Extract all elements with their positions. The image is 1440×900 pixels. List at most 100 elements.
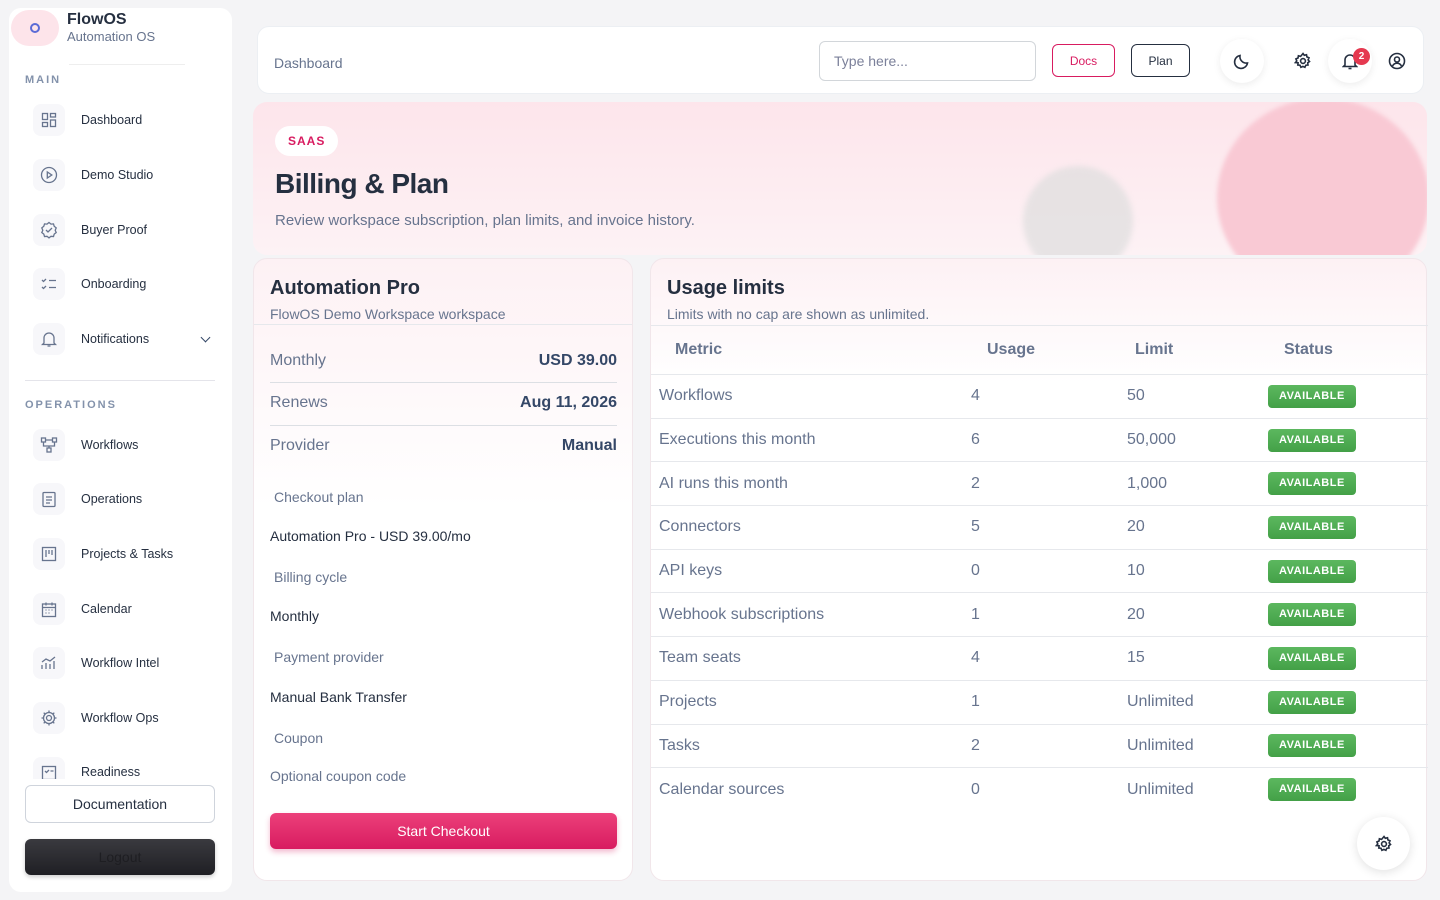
card-divider [254, 324, 632, 325]
usage-cell: 6 [963, 418, 1119, 463]
brand[interactable]: FlowOS Automation OS [9, 8, 232, 48]
settings-button[interactable] [1281, 39, 1325, 83]
table-header-row: Metric Usage Limit Status [651, 325, 1428, 375]
sidebar-divider [25, 380, 215, 381]
billing-cycle-select[interactable]: Monthly [270, 608, 320, 624]
sidebar-item-workflows[interactable]: Workflows [25, 425, 217, 465]
sidebar-item-label: Onboarding [81, 277, 147, 291]
metric-cell: Tasks [651, 724, 963, 769]
column-header-metric: Metric [651, 325, 963, 375]
limit-cell: 50 [1119, 374, 1260, 419]
metric-cell: Workflows [651, 374, 963, 419]
sidebar-item-workflow-intel[interactable]: Workflow Intel [25, 643, 217, 683]
table-row: Calendar sources 0 Unlimited AVAILABLE [651, 768, 1428, 812]
payment-provider-label: Payment provider [274, 649, 384, 665]
plan-row-renews: Renews Aug 11, 2026 [270, 382, 617, 424]
dark-mode-toggle[interactable] [1220, 39, 1264, 83]
workflow-icon [33, 429, 65, 461]
sidebar-item-readiness[interactable]: Readiness [25, 753, 217, 779]
status-badge: AVAILABLE [1268, 472, 1356, 496]
checkout-plan-label: Checkout plan [274, 489, 364, 505]
plan-row-label: Monthly [270, 352, 327, 369]
decorative-blob [1023, 166, 1133, 255]
notifications-button[interactable]: 2 [1328, 39, 1372, 83]
search-input[interactable] [819, 41, 1036, 81]
row-divider [270, 382, 617, 383]
metric-cell: Connectors [651, 505, 963, 550]
brand-logo-icon [11, 10, 59, 46]
logout-button[interactable]: Logout [25, 839, 215, 875]
chevron-down-icon[interactable] [200, 332, 211, 342]
plan-button[interactable]: Plan [1131, 44, 1190, 77]
plan-row-label: Provider [270, 437, 330, 454]
limit-cell: 1,000 [1119, 461, 1260, 507]
usage-table: Metric Usage Limit Status Workflows 4 50… [651, 325, 1428, 811]
plan-title: Automation Pro [270, 277, 420, 299]
limit-cell: 10 [1119, 549, 1260, 594]
status-badge: AVAILABLE [1268, 428, 1356, 452]
page-subtitle: Review workspace subscription, plan limi… [275, 212, 695, 229]
limit-cell: 50,000 [1119, 418, 1260, 463]
usage-cell: 4 [963, 374, 1119, 419]
status-badge: AVAILABLE [1268, 515, 1356, 539]
limit-cell: Unlimited [1127, 780, 1194, 798]
usage-cell: 1 [963, 592, 1119, 638]
payment-provider-select[interactable]: Manual Bank Transfer [270, 689, 407, 705]
checkout-plan-select[interactable]: Automation Pro - USD 39.00/mo [270, 528, 471, 544]
table-row: Tasks 2 Unlimited AVAILABLE [651, 724, 1428, 769]
metric-cell: Webhook subscriptions [651, 592, 963, 638]
breadcrumb[interactable]: Dashboard [274, 55, 343, 71]
docs-button[interactable]: Docs [1052, 44, 1115, 77]
column-header-usage: Usage [963, 325, 1119, 375]
sidebar-item-label: Notifications [81, 332, 150, 346]
bell-icon [1342, 54, 1358, 70]
status-badge: AVAILABLE [1268, 646, 1356, 670]
sidebar-item-calendar[interactable]: Calendar [25, 589, 217, 629]
limit-cell: Unlimited [1119, 680, 1260, 725]
sidebar-item-label: Projects & Tasks [81, 547, 174, 561]
usage-cell: 2 [963, 461, 1119, 507]
usage-subtitle: Limits with no cap are shown as unlimite… [667, 306, 930, 322]
play-circle-icon [33, 159, 65, 191]
page-title: Billing & Plan [275, 168, 449, 199]
limit-cell: Unlimited [1119, 724, 1260, 769]
analytics-icon [33, 647, 65, 679]
metric-cell: API keys [651, 549, 963, 594]
status-badge: AVAILABLE [1268, 559, 1356, 583]
sidebar-item-operations[interactable]: Operations [25, 479, 217, 519]
sidebar-item-notifications[interactable]: Notifications [25, 319, 217, 359]
sidebar-item-demo-studio[interactable]: Demo Studio [25, 155, 217, 195]
sidebar-item-label: Workflows [81, 438, 139, 452]
clipboard-icon [33, 483, 65, 515]
sidebar-item-onboarding[interactable]: Onboarding [25, 264, 217, 304]
plan-row-monthly: Monthly USD 39.00 [270, 340, 617, 382]
plan-row-value: Manual [561, 437, 617, 454]
start-checkout-button[interactable]: Start Checkout [270, 813, 617, 849]
column-header-status: Status [1260, 325, 1428, 375]
documentation-button[interactable]: Documentation [25, 785, 215, 823]
sidebar-item-label: Operations [81, 492, 143, 506]
table-row: Team seats 4 15 AVAILABLE [651, 636, 1428, 681]
sidebar-item-workflow-ops[interactable]: Workflow Ops [25, 698, 217, 738]
configurator-button[interactable] [1357, 817, 1410, 870]
status-badge: AVAILABLE [1268, 690, 1356, 714]
usage-title: Usage limits [667, 277, 785, 299]
verified-icon [33, 214, 65, 246]
usage-cell: 0 [971, 780, 980, 798]
sidebar-item-dashboard[interactable]: Dashboard [25, 100, 217, 140]
sidebar: FlowOS Automation OS MAIN Dashboard Demo… [9, 8, 232, 892]
sidebar-item-projects-tasks[interactable]: Projects & Tasks [25, 534, 217, 574]
sidebar-item-label: Buyer Proof [81, 223, 148, 237]
status-badge: AVAILABLE [1268, 384, 1356, 408]
brand-subtitle: Automation OS [67, 29, 156, 44]
category-chip: SAAS [275, 126, 339, 156]
sidebar-item-buyer-proof[interactable]: Buyer Proof [25, 210, 217, 250]
status-badge: AVAILABLE [1268, 603, 1356, 627]
coupon-input[interactable] [270, 765, 617, 787]
dashboard-icon [33, 104, 65, 136]
gear-icon [33, 702, 65, 734]
section-label-main: MAIN [25, 74, 62, 86]
limit-cell: 20 [1119, 505, 1260, 550]
account-button[interactable] [1375, 39, 1419, 83]
metric-cell: Projects [651, 680, 963, 725]
